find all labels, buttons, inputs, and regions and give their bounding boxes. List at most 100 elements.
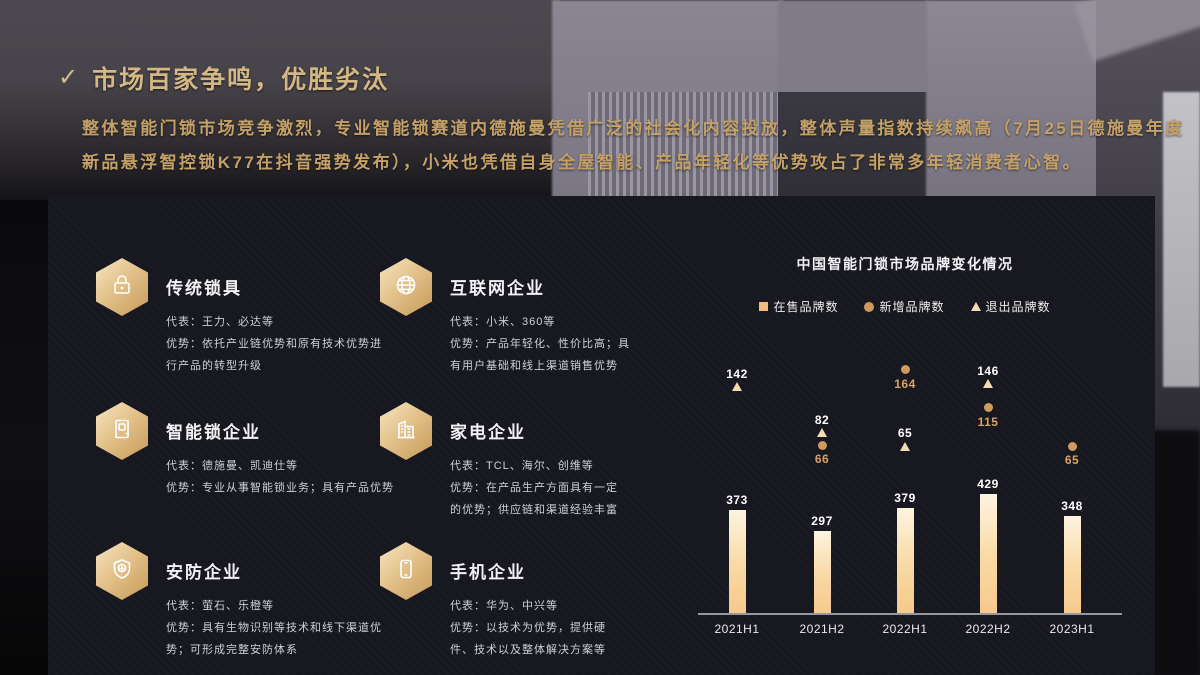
new-brands-marker [983, 403, 993, 413]
category-appliance-companies: 家电企业 代表：TCL、海尔、创维等 优势：在产品生产方面具有一定 的优势；供应… [380, 402, 618, 521]
background-window [1163, 92, 1200, 387]
x-axis-label: 2023H1 [1049, 622, 1095, 636]
marker-value-label: 142 [726, 366, 748, 381]
chart-title: 中国智能门锁市场品牌变化情况 [796, 256, 1014, 272]
x-axis-label: 2021H1 [714, 622, 760, 636]
smart-door-icon [110, 417, 134, 446]
hexagon-badge [380, 402, 432, 460]
content-panel: 传统锁具 代表：王力、必达等 优势：依托产业链优势和原有技术优势进 行产品的转型… [48, 196, 1155, 675]
chart-legend: 在售品牌数 新增品牌数 退出品牌数 [690, 298, 1120, 315]
category-title: 安防企业 [166, 563, 242, 582]
marker-value-label: 82 [814, 412, 830, 427]
legend-square-marker [759, 302, 769, 311]
chart-plot: 2021H1 2021H2 2022H1 2022H2 2023H1 373 297 379 4… [690, 250, 1130, 670]
category-line: 有用户基础和线上渠道销售优势 [450, 360, 618, 372]
x-axis-label: 2022H2 [965, 622, 1011, 636]
legend-label: 在售品牌数 [773, 300, 839, 314]
globe-icon [394, 273, 418, 302]
legend-entry: 在售品牌数 [759, 298, 838, 315]
category-title: 互联网企业 [450, 279, 545, 298]
marker-value-label: 164 [894, 376, 916, 391]
header: ✓ 市场百家争鸣，优胜劣汰 [58, 60, 389, 96]
category-line: 优势：专业从事智能锁业务；具有产品优势 [166, 482, 394, 494]
category-description: 代表：TCL、海尔、创维等 优势：在产品生产方面具有一定 的优势；供应链和渠道经… [450, 455, 618, 521]
checkmark-icon: ✓ [58, 64, 79, 91]
new-brands-marker [1067, 441, 1077, 451]
chart-bar [728, 509, 746, 613]
bar-value-label: 297 [811, 513, 833, 528]
category-line: 优势：具有生物识别等技术和线下渠道优 [166, 622, 382, 634]
marker-value-label: 65 [897, 426, 913, 440]
category-line: 代表：德施曼、凯迪仕等 [166, 460, 298, 472]
bar-value-label: 348 [1061, 499, 1083, 514]
chart-bar [896, 507, 914, 613]
category-line: 代表：萤石、乐橙等 [166, 600, 274, 612]
x-axis-label: 2022H1 [882, 622, 928, 636]
x-axis-label: 2021H2 [799, 622, 845, 636]
intro-line: 整体智能门锁市场竞争激烈，专业智能锁赛道内德施曼凭借广泛的社会化内容投放，整体声… [82, 119, 1185, 138]
category-internet-companies: 互联网企业 代表：小米、360等 优势：产品年轻化、性价比高；具 有用户基础和线… [380, 258, 630, 377]
legend-label: 退出品牌数 [985, 300, 1051, 314]
hexagon-badge [96, 402, 148, 460]
category-traditional-locks: 传统锁具 代表：王力、必达等 优势：依托产业链优势和原有技术优势进 行产品的转型… [96, 258, 382, 377]
bar-value-label: 429 [977, 476, 999, 491]
new-brands-marker [900, 365, 910, 375]
legend-label: 新增品牌数 [879, 300, 945, 314]
category-line: 代表：王力、必达等 [166, 316, 274, 328]
brand-change-chart: 中国智能门锁市场品牌变化情况 在售品牌数 新增品牌数 退出品牌数 2021H1 202… [690, 250, 1130, 670]
category-description: 代表：小米、360等 优势：产品年轻化、性价比高；具 有用户基础和线上渠道销售优… [450, 311, 630, 377]
category-line: 优势：依托产业链优势和原有技术优势进 [166, 338, 382, 350]
building-icon [394, 417, 418, 446]
page-title: 市场百家争鸣，优胜劣汰 [92, 66, 390, 94]
category-line: 优势：以技术为优势，提供硬 [450, 622, 606, 634]
category-title: 手机企业 [450, 563, 526, 582]
legend-circle-marker [864, 301, 875, 312]
exited-brands-marker [899, 441, 910, 451]
hexagon-badge [380, 258, 432, 316]
category-line: 件、技术以及整体解决方案等 [450, 644, 606, 656]
exited-brands-marker [731, 382, 742, 392]
category-line: 行产品的转型升级 [166, 360, 262, 372]
intro-line: 新品悬浮智控锁K77在抖音强势发布），小米也凭借自身全屋智能、产品年轻化等优势攻… [82, 153, 1082, 172]
category-title: 智能锁企业 [166, 423, 261, 442]
category-description: 代表：萤石、乐橙等 优势：具有生物识别等技术和线下渠道优 势；可形成完整安防体系 [166, 595, 382, 661]
category-phone-companies: 手机企业 代表：华为、中兴等 优势：以技术为优势，提供硬 件、技术以及整体解决方… [380, 542, 606, 661]
category-smartlock-companies: 智能锁企业 代表：德施曼、凯迪仕等 优势：专业从事智能锁业务；具有产品优势 [96, 402, 394, 499]
marker-value-label: 65 [1064, 453, 1080, 467]
category-description: 代表：王力、必达等 优势：依托产业链优势和原有技术优势进 行产品的转型升级 [166, 311, 382, 377]
category-line: 代表：TCL、海尔、创维等 [450, 460, 594, 472]
marker-value-label: 146 [977, 363, 999, 378]
chart-bar [979, 493, 997, 613]
exited-brands-marker [982, 379, 993, 389]
phone-icon [394, 557, 418, 586]
legend-triangle-marker [970, 302, 981, 311]
hexagon-badge [380, 542, 432, 600]
category-line: 势；可形成完整安防体系 [166, 644, 298, 656]
legend-entry: 退出品牌数 [970, 298, 1051, 315]
intro-paragraph: 整体智能门锁市场竞争激烈，专业智能锁赛道内德施曼凭借广泛的社会化内容投放，整体声… [82, 112, 1185, 180]
bar-value-label: 373 [726, 492, 748, 507]
new-brands-marker [817, 440, 827, 450]
background-photo-region [778, 0, 928, 95]
category-line: 优势：在产品生产方面具有一定 [450, 482, 618, 494]
category-line: 代表：华为、中兴等 [450, 600, 558, 612]
category-line: 代表：小米、360等 [450, 316, 556, 328]
marker-value-label: 115 [977, 414, 999, 429]
exited-brands-marker [816, 428, 827, 438]
category-line: 优势：产品年轻化、性价比高；具 [450, 338, 630, 350]
category-description: 代表：华为、中兴等 优势：以技术为优势，提供硬 件、技术以及整体解决方案等 [450, 595, 606, 661]
category-title: 家电企业 [450, 423, 526, 442]
category-security-companies: 安防企业 代表：萤石、乐橙等 优势：具有生物识别等技术和线下渠道优 势；可形成完… [96, 542, 382, 661]
x-axis-line [698, 613, 1122, 615]
hexagon-badge [96, 258, 148, 316]
category-title: 传统锁具 [166, 279, 242, 298]
bar-value-label: 379 [894, 490, 916, 505]
chart-bar [813, 530, 831, 613]
category-line: 的优势；供应链和渠道经验丰富 [450, 504, 618, 516]
shield-icon [110, 557, 134, 586]
legend-entry: 新增品牌数 [864, 298, 944, 315]
lock-icon [110, 273, 134, 302]
hexagon-badge [96, 542, 148, 600]
marker-value-label: 66 [814, 452, 830, 467]
